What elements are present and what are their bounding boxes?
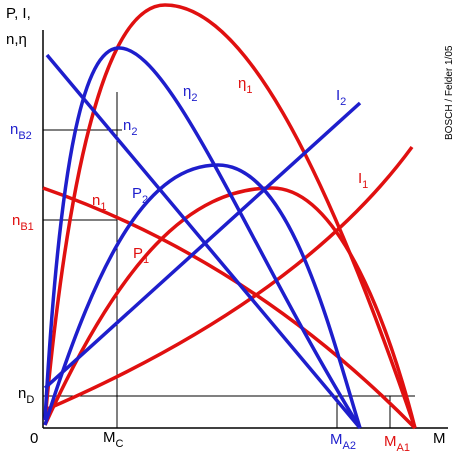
x-axis-label: M bbox=[433, 430, 446, 447]
y-marker: nB2 bbox=[10, 121, 32, 142]
curve-label-sub: 1 bbox=[143, 254, 149, 266]
curve-label: I1 bbox=[358, 170, 368, 191]
credit: BOSCH / Felder 1/05 bbox=[444, 45, 455, 140]
x-marker-sub: A1 bbox=[397, 442, 410, 454]
curve-label-main: n bbox=[123, 117, 131, 134]
x-marker-main: M bbox=[103, 429, 116, 446]
curve-label-main: P bbox=[132, 185, 142, 202]
x-marker-main: M bbox=[330, 431, 343, 448]
curve-label-main: P bbox=[133, 245, 143, 262]
curve-label: η1 bbox=[238, 75, 252, 96]
curve-label-sub: 2 bbox=[191, 92, 197, 104]
i1-curve bbox=[44, 145, 414, 412]
curve-label: η2 bbox=[183, 83, 197, 104]
y-marker-sub: B1 bbox=[20, 221, 33, 233]
y-marker-main: n bbox=[10, 121, 18, 138]
origin-label: 0 bbox=[30, 430, 38, 447]
y-marker-sub: B2 bbox=[18, 130, 31, 142]
curve-label-main: I bbox=[358, 170, 362, 187]
y-axis-label: P, I, bbox=[6, 5, 31, 22]
curve-label-sub: 2 bbox=[142, 194, 148, 206]
curve-label-sub: 1 bbox=[246, 84, 252, 96]
n1-curve bbox=[42, 186, 417, 430]
curve-label-main: I bbox=[336, 87, 340, 104]
x-marker: MA2 bbox=[330, 431, 356, 452]
curve-label: n2 bbox=[123, 117, 137, 138]
curve-label-main: n bbox=[92, 192, 100, 209]
y-marker-sub: D bbox=[26, 394, 34, 406]
y-marker: nD bbox=[18, 385, 34, 406]
y-axis-label: n,η bbox=[6, 31, 27, 48]
x-marker: MA1 bbox=[384, 433, 410, 454]
i2-curve bbox=[43, 101, 362, 390]
curve-label-sub: 2 bbox=[131, 126, 137, 138]
y-marker: nB1 bbox=[12, 212, 34, 233]
curve-label: P1 bbox=[133, 245, 149, 266]
curve-label-sub: 1 bbox=[362, 179, 368, 191]
curve-label-sub: 1 bbox=[100, 201, 106, 213]
curve-label-main: η bbox=[183, 83, 191, 100]
n2-curve bbox=[45, 53, 362, 430]
x-marker-sub: C bbox=[116, 438, 124, 450]
curve-label: I2 bbox=[336, 87, 346, 108]
curve-label-sub: 2 bbox=[340, 96, 346, 108]
eta1-curve bbox=[43, 3, 417, 429]
eta2-curve bbox=[43, 46, 362, 429]
x-marker-sub: A2 bbox=[343, 440, 356, 452]
curve-label: P2 bbox=[132, 185, 148, 206]
x-marker-main: M bbox=[384, 433, 397, 450]
x-marker: MC bbox=[103, 429, 124, 450]
p1-curve bbox=[43, 186, 417, 429]
curve-label: n1 bbox=[92, 192, 106, 213]
y-marker-main: n bbox=[18, 385, 26, 402]
curve-label-main: η bbox=[238, 75, 246, 92]
y-marker-main: n bbox=[12, 212, 20, 229]
p2-curve bbox=[43, 163, 362, 429]
